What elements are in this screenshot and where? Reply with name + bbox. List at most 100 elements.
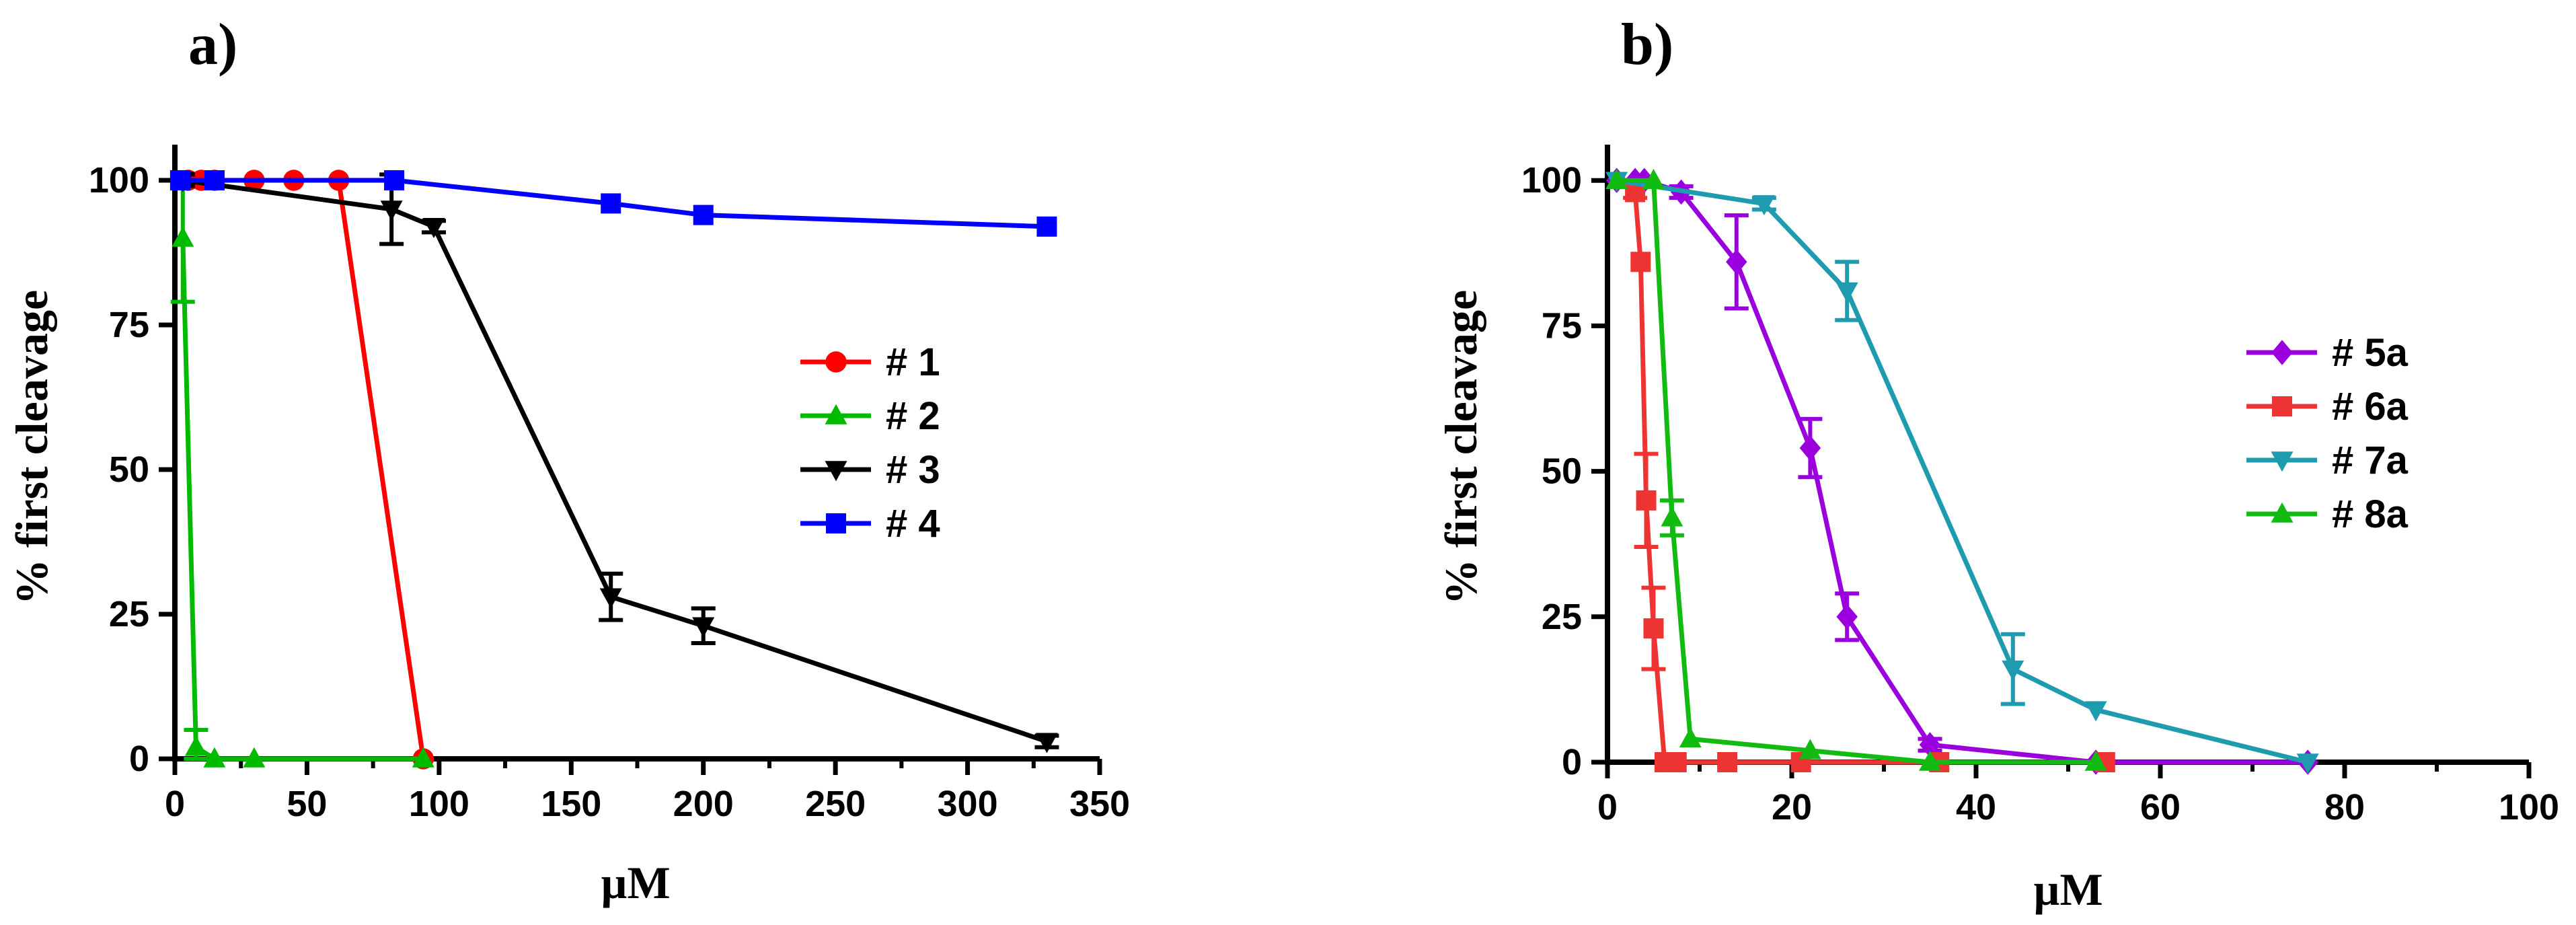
data-point bbox=[380, 200, 403, 221]
legend-entry: # 7a bbox=[2246, 439, 2409, 482]
x-axis-title-b: µM bbox=[2033, 864, 2103, 915]
y-tick-label: 25 bbox=[1542, 597, 1582, 637]
legend-entry: # 6a bbox=[2246, 385, 2409, 429]
y-tick-label: 100 bbox=[1521, 160, 1582, 200]
legend-marker bbox=[2271, 451, 2294, 472]
x-tick-label: 80 bbox=[2324, 787, 2365, 827]
data-point bbox=[693, 205, 714, 225]
series-5a bbox=[1605, 168, 2318, 775]
panel-label-b: b) bbox=[1621, 12, 1673, 77]
y-tick-label: 0 bbox=[129, 739, 149, 779]
y-tick-label: 0 bbox=[1562, 742, 1582, 782]
x-tick-label: 60 bbox=[2140, 787, 2181, 827]
series-line bbox=[188, 178, 426, 760]
legend-label: # 4 bbox=[886, 502, 940, 546]
y-tick-label: 100 bbox=[89, 160, 149, 200]
legend-entry: # 3 bbox=[800, 448, 940, 492]
data-point bbox=[1636, 490, 1657, 511]
chart-panel-b: b) % first cleavage µM 0 20 40 60 80 100 0 25 50… bbox=[1435, 12, 2559, 915]
data-point bbox=[1642, 168, 1665, 189]
data-point bbox=[1035, 733, 1058, 753]
data-point bbox=[1630, 252, 1651, 272]
x-tick-label: 250 bbox=[805, 784, 866, 824]
x-tick-label: 0 bbox=[1597, 787, 1618, 827]
x-tick-label: 200 bbox=[673, 784, 734, 824]
data-point bbox=[1036, 216, 1057, 237]
legend-label: # 3 bbox=[886, 448, 940, 492]
data-point bbox=[1836, 604, 1858, 630]
data-point bbox=[1753, 195, 1776, 216]
y-axis-title-a: % first cleavage bbox=[6, 290, 57, 605]
data-point bbox=[1643, 618, 1664, 639]
series-line bbox=[1616, 178, 2308, 765]
series-line bbox=[1632, 192, 2105, 765]
x-tick-label: 0 bbox=[165, 784, 185, 824]
x-tick-label: 40 bbox=[1956, 787, 1996, 827]
data-point bbox=[184, 735, 207, 756]
series-line bbox=[1616, 178, 2309, 765]
data-point bbox=[692, 617, 715, 638]
data-point bbox=[2002, 660, 2024, 681]
series-2 bbox=[170, 172, 434, 768]
legend-marker bbox=[825, 351, 847, 373]
series-6a bbox=[1623, 182, 2115, 772]
legend-label: # 6a bbox=[2332, 385, 2409, 429]
x-tick-label: 20 bbox=[1772, 787, 1812, 827]
legend-marker bbox=[825, 404, 847, 424]
data-point bbox=[1661, 506, 1683, 527]
x-tick-label: 100 bbox=[2499, 787, 2559, 827]
x-tick-label: 50 bbox=[287, 784, 327, 824]
data-point bbox=[204, 170, 225, 190]
y-tick-label: 50 bbox=[109, 449, 149, 490]
data-point bbox=[2084, 701, 2107, 722]
legend-label: # 2 bbox=[886, 394, 940, 438]
legend-marker bbox=[2272, 396, 2292, 416]
legend-marker bbox=[2271, 340, 2293, 365]
series-8a bbox=[1605, 168, 2107, 771]
data-point bbox=[172, 226, 194, 247]
series-7a bbox=[1605, 172, 2319, 774]
data-point bbox=[1835, 282, 1858, 303]
data-point bbox=[1919, 732, 1941, 757]
legend-label: # 8a bbox=[2332, 492, 2409, 536]
x-axis-title-a: µM bbox=[601, 857, 670, 908]
legend-label: # 7a bbox=[2332, 439, 2409, 482]
panel-label-a: a) bbox=[188, 12, 237, 77]
legend-label: # 1 bbox=[886, 340, 940, 384]
legend-entry: # 8a bbox=[2246, 492, 2409, 536]
data-point bbox=[1919, 750, 1941, 771]
legend-entry: # 4 bbox=[800, 502, 940, 546]
x-tick-label: 350 bbox=[1069, 784, 1130, 824]
data-point bbox=[243, 747, 266, 768]
data-point bbox=[1717, 752, 1738, 772]
data-point bbox=[384, 170, 405, 190]
data-point bbox=[169, 170, 190, 190]
chart-panel-a: a) % first cleavage µM 0 50 100 150 200 250 30… bbox=[6, 12, 1130, 908]
y-tick-label: 75 bbox=[109, 305, 149, 345]
data-point bbox=[1679, 727, 1702, 748]
y-tick-label: 50 bbox=[1542, 451, 1582, 492]
x-tick-label: 100 bbox=[409, 784, 469, 824]
x-tick-label: 300 bbox=[938, 784, 998, 824]
data-point bbox=[412, 747, 434, 768]
series-line bbox=[182, 178, 1048, 744]
data-point bbox=[2084, 750, 2107, 771]
data-point bbox=[599, 588, 622, 609]
data-point bbox=[1726, 249, 1747, 275]
legend-label: # 5a bbox=[2332, 331, 2409, 375]
data-point bbox=[422, 218, 445, 239]
legend-entry: # 5a bbox=[2246, 331, 2409, 375]
legend-entry: # 1 bbox=[800, 340, 940, 384]
series-1 bbox=[177, 170, 434, 770]
y-tick-label: 75 bbox=[1542, 305, 1582, 346]
data-point bbox=[1666, 752, 1687, 772]
data-point bbox=[601, 193, 621, 214]
legend-entry: # 2 bbox=[800, 394, 940, 438]
data-point bbox=[2296, 753, 2319, 774]
series-4 bbox=[169, 170, 1057, 237]
y-tick-label: 25 bbox=[109, 594, 149, 634]
legend-marker bbox=[825, 461, 847, 482]
legend-marker bbox=[826, 513, 846, 533]
data-point bbox=[203, 747, 226, 768]
